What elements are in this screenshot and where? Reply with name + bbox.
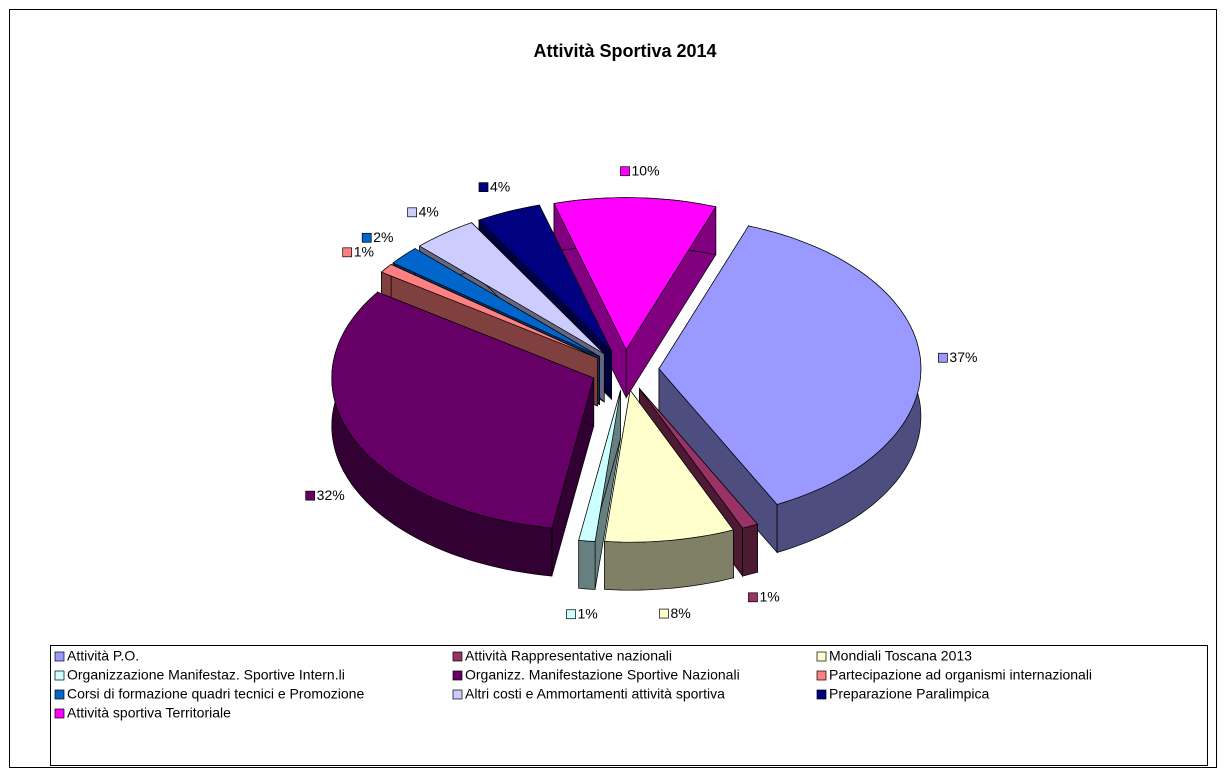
legend-key [816, 689, 827, 700]
label-key [748, 592, 758, 603]
slice-top [604, 389, 734, 543]
pie-slice [578, 390, 621, 590]
legend-label: Corsi di formazione quadri tecnici e Pro… [67, 686, 364, 702]
label-key [659, 608, 669, 619]
slice-top [553, 197, 717, 351]
legend-key [452, 670, 463, 681]
slice-top [639, 388, 759, 529]
slice-top [658, 225, 922, 505]
pie-slice [604, 389, 734, 591]
chart-title: Attività Sportiva 2014 [533, 41, 716, 61]
slice-top [331, 291, 595, 529]
slice-top [578, 390, 621, 542]
label-key [566, 609, 576, 620]
data-label: 1% [759, 589, 779, 605]
slice-top [478, 204, 612, 352]
legend-label: Organizzazione Manifestaz. Sportive Inte… [67, 667, 345, 683]
slice-side [742, 523, 758, 577]
data-label: 1% [354, 244, 374, 260]
data-label: 32% [317, 487, 345, 503]
data-label: 2% [373, 229, 393, 245]
legend-key [816, 651, 827, 662]
label-key [342, 247, 353, 258]
legend-label: Altri costi e Ammortamenti attività spor… [465, 686, 725, 702]
label-key [407, 207, 418, 218]
legend-label: Organizz. Manifestazione Sportive Nazion… [465, 667, 740, 683]
legend-key [54, 708, 65, 719]
legend-key [54, 651, 65, 662]
slice-side [578, 539, 596, 590]
legend-label: Preparazione Paralimpica [829, 686, 990, 702]
legend-key [54, 689, 65, 700]
pie-slice [658, 224, 922, 554]
legend-label: Partecipazione ad organismi internaziona… [829, 667, 1092, 683]
legend-label: Attività sportiva Territoriale [67, 705, 231, 721]
legend-box [50, 645, 1208, 766]
slice-top [418, 222, 605, 355]
slice-top [392, 248, 600, 357]
label-key [620, 166, 630, 177]
legend-key [452, 689, 463, 700]
chart-frame [9, 9, 1217, 768]
data-label: 8% [670, 605, 690, 621]
legend-key [452, 651, 463, 662]
label-key [478, 182, 489, 192]
data-label: 10% [632, 162, 660, 178]
label-key [361, 232, 372, 243]
legend-label: Mondiali Toscana 2013 [829, 648, 972, 664]
label-key [938, 352, 948, 363]
data-label: 1% [577, 605, 597, 621]
legend-label: Attività P.O. [67, 648, 139, 664]
data-label: 4% [490, 178, 510, 194]
legend-key [816, 670, 827, 681]
legend-label: Attività Rappresentative nazionali [465, 648, 672, 664]
data-label: 37% [949, 349, 977, 365]
pie-slice [553, 197, 717, 399]
legend-key [54, 670, 65, 681]
label-key [305, 490, 316, 501]
data-label: 4% [419, 204, 439, 220]
slice-top [380, 263, 598, 359]
pie-slice [331, 291, 595, 577]
